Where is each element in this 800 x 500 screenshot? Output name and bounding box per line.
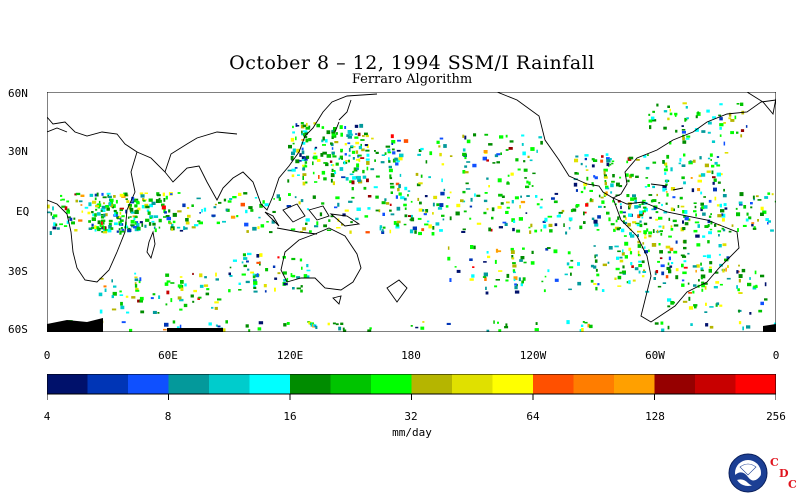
coastlines <box>47 92 776 323</box>
colorbar-tick-128: 128 <box>645 410 665 423</box>
colorbar-cell <box>371 374 413 394</box>
colorbar-cell <box>209 374 251 394</box>
rainfall-map <box>47 92 776 332</box>
colorbar-cell <box>47 374 89 394</box>
lat-label-60s: 60S <box>8 323 28 336</box>
colorbar <box>47 374 776 400</box>
colorbar-tick-256: 256 <box>766 410 786 423</box>
colorbar-cell <box>533 374 575 394</box>
colorbar-cell <box>128 374 170 394</box>
colorbar-cell <box>452 374 494 394</box>
cdc-letter-d: D <box>779 467 789 480</box>
lon-label-0-right: 0 <box>772 349 780 362</box>
noaa-logo <box>728 453 768 493</box>
lon-label-0-left: 0 <box>43 349 51 362</box>
colorbar-cell <box>330 374 372 394</box>
rainfall-patches <box>47 102 776 332</box>
cdc-letter-c2: C <box>788 478 797 491</box>
colorbar-cell <box>735 374 776 394</box>
colorbar-cell <box>411 374 453 394</box>
colorbar-unit: mm/day <box>392 426 432 439</box>
cdc-letter-c1: C <box>770 456 779 469</box>
lon-label-60e: 60E <box>158 349 178 362</box>
map-subtitle: Ferraro Algorithm <box>351 72 473 87</box>
colorbar-tick-8: 8 <box>164 410 172 423</box>
colorbar-cell <box>249 374 291 394</box>
colorbar-tick-4: 4 <box>43 410 51 423</box>
lon-label-120w: 120W <box>519 349 547 362</box>
colorbar-tick-32: 32 <box>404 410 418 423</box>
colorbar-cell <box>492 374 534 394</box>
lat-label-60n: 60N <box>8 87 28 100</box>
colorbar-cell <box>614 374 656 394</box>
lat-label-eq: EQ <box>16 205 30 218</box>
colorbar-cell <box>654 374 696 394</box>
colorbar-cell <box>290 374 332 394</box>
colorbar-cell <box>695 374 737 394</box>
colorbar-tick-16: 16 <box>283 410 297 423</box>
lon-label-120e: 120E <box>276 349 304 362</box>
lon-label-180: 180 <box>401 349 421 362</box>
colorbar-tick-64: 64 <box>526 410 540 423</box>
lat-label-30n: 30N <box>8 145 28 158</box>
colorbar-cell <box>87 374 129 394</box>
lon-label-60w: 60W <box>645 349 665 362</box>
lat-label-30s: 30S <box>8 265 28 278</box>
colorbar-cell <box>168 374 210 394</box>
map-title: October 8 – 12, 1994 SSM/I Rainfall <box>229 52 595 74</box>
colorbar-cell <box>573 374 615 394</box>
